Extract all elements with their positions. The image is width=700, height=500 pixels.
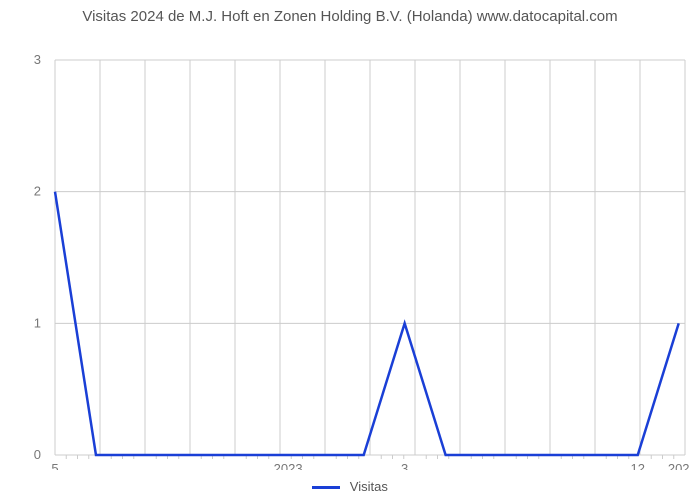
svg-text:0: 0 [34, 447, 41, 462]
chart-title: Visitas 2024 de M.J. Hoft en Zonen Holdi… [0, 0, 700, 25]
legend-label: Visitas [350, 479, 388, 494]
svg-text:3: 3 [401, 461, 408, 470]
svg-text:2023: 2023 [274, 461, 303, 470]
legend-swatch [312, 486, 340, 489]
svg-text:5: 5 [51, 461, 58, 470]
svg-text:202: 202 [668, 461, 690, 470]
svg-text:1: 1 [34, 315, 41, 330]
svg-text:3: 3 [34, 52, 41, 67]
svg-text:12: 12 [631, 461, 645, 470]
chart-plot: 012352023312202 [0, 25, 700, 470]
chart-legend: Visitas [0, 479, 700, 494]
chart-container: Visitas 2024 de M.J. Hoft en Zonen Holdi… [0, 0, 700, 500]
svg-text:2: 2 [34, 184, 41, 199]
